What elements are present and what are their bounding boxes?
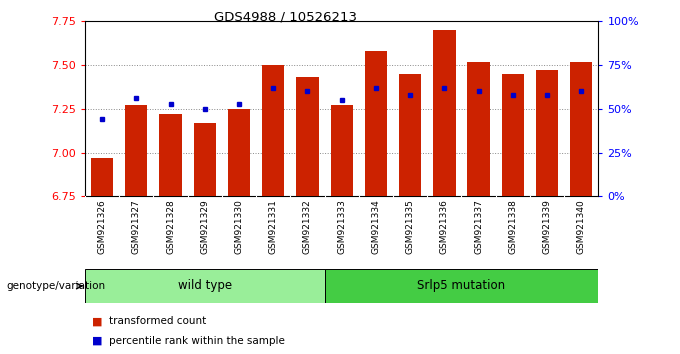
Bar	[536, 70, 558, 196]
Bar	[570, 62, 592, 196]
Text: GSM921335: GSM921335	[406, 199, 415, 254]
Text: GSM921333: GSM921333	[337, 199, 346, 254]
Bar	[262, 65, 284, 196]
Bar	[194, 123, 216, 196]
Text: GDS4988 / 10526213: GDS4988 / 10526213	[214, 11, 357, 24]
Bar	[399, 74, 422, 196]
Bar	[364, 51, 387, 196]
Text: wild type: wild type	[177, 279, 232, 292]
Text: GSM921339: GSM921339	[543, 199, 551, 254]
Text: ■: ■	[92, 336, 102, 346]
Bar	[433, 30, 456, 196]
Bar	[467, 62, 490, 196]
Text: ■: ■	[92, 316, 102, 326]
Bar	[159, 114, 182, 196]
Bar	[85, 269, 324, 303]
Text: GSM921338: GSM921338	[509, 199, 517, 254]
Text: GSM921332: GSM921332	[303, 199, 312, 254]
Bar	[91, 158, 114, 196]
Text: GSM921327: GSM921327	[132, 199, 141, 254]
Bar	[296, 77, 319, 196]
Text: GSM921336: GSM921336	[440, 199, 449, 254]
Text: genotype/variation: genotype/variation	[7, 281, 106, 291]
Text: GSM921326: GSM921326	[98, 199, 107, 254]
Text: GSM921334: GSM921334	[371, 199, 380, 254]
Text: GSM921337: GSM921337	[474, 199, 483, 254]
Text: GSM921340: GSM921340	[577, 199, 585, 254]
Bar	[502, 74, 524, 196]
Text: GSM921329: GSM921329	[201, 199, 209, 254]
Text: transformed count: transformed count	[109, 316, 206, 326]
Text: GSM921328: GSM921328	[166, 199, 175, 254]
Bar	[330, 105, 353, 196]
Text: Srlp5 mutation: Srlp5 mutation	[418, 279, 505, 292]
Text: GSM921331: GSM921331	[269, 199, 277, 254]
Bar	[125, 105, 148, 196]
Text: percentile rank within the sample: percentile rank within the sample	[109, 336, 285, 346]
Text: GSM921330: GSM921330	[235, 199, 243, 254]
Bar	[324, 269, 598, 303]
Bar	[228, 109, 250, 196]
